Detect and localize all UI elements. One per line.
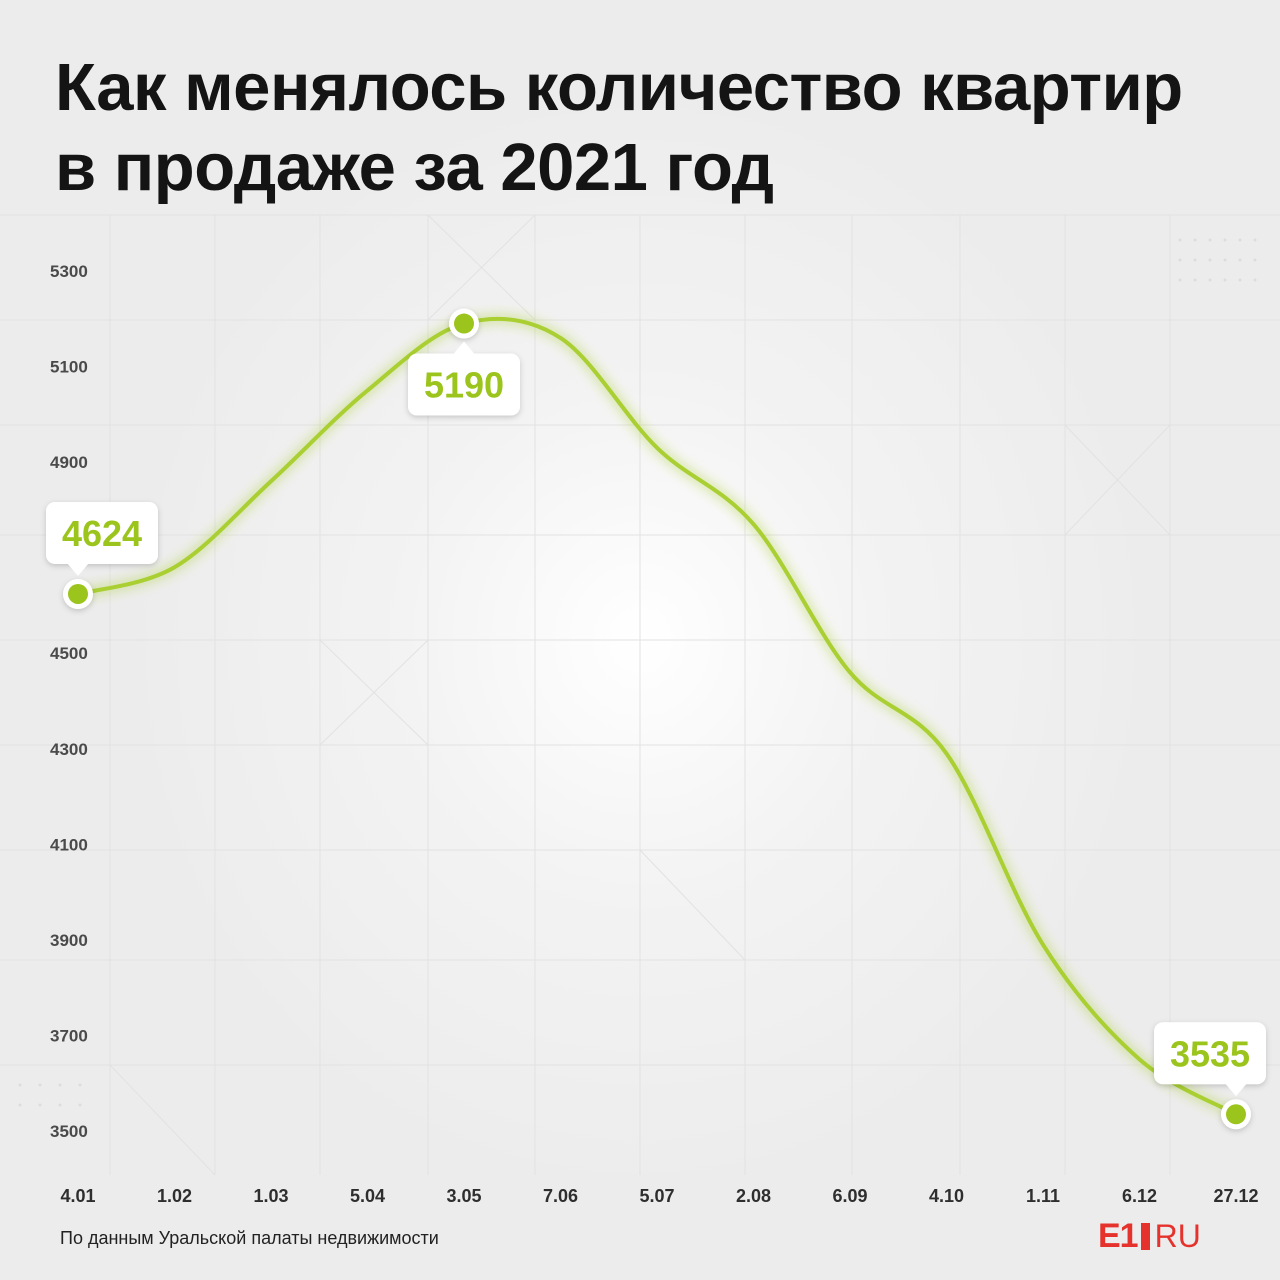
data-point-marker [1226, 1104, 1246, 1125]
y-tick-label: 5300 [50, 262, 88, 281]
x-tick-label: 7.06 [543, 1186, 578, 1206]
y-tick-label: 4900 [50, 453, 88, 472]
y-tick-label: 3500 [50, 1122, 88, 1141]
x-tick-label: 1.03 [253, 1186, 288, 1206]
source-note: По данным Уральской палаты недвижимости [60, 1228, 439, 1248]
value-callout-text: 3535 [1170, 1033, 1250, 1074]
x-tick-label: 5.07 [639, 1186, 674, 1206]
logo-bar [1140, 1222, 1150, 1250]
data-markers [63, 308, 1251, 1130]
x-axis-ticks: 4.01 1.02 1.03 5.04 3.05 7.06 5.07 2.08 6.09 4.10… [60, 1186, 1258, 1206]
y-axis-ticks: 5300510049004700450043004100390037003500 [50, 262, 88, 1141]
data-point-marker [68, 583, 88, 604]
value-callout: 3535 [1154, 1022, 1266, 1097]
logo-e1-text: E1 [1098, 1217, 1139, 1255]
x-tick-label: 1.02 [157, 1186, 192, 1206]
series-line [76, 316, 1238, 1117]
data-point-marker [454, 313, 474, 334]
x-tick-label: 6.09 [832, 1186, 867, 1206]
e1-ru-logo[interactable]: E1 RU [1098, 1218, 1201, 1254]
y-tick-label: 4300 [50, 740, 88, 759]
logo-ru-text: RU [1154, 1218, 1201, 1254]
x-tick-label: 4.01 [60, 1186, 95, 1206]
value-callouts: 4624 5190 3535 [46, 341, 1266, 1097]
value-callout-text: 5190 [424, 365, 504, 406]
x-tick-label: 1.11 [1026, 1186, 1060, 1206]
chart-title: Как менялось количество квартир в продаж… [55, 48, 1235, 208]
x-tick-label: 3.05 [446, 1186, 481, 1206]
value-callout: 4624 [46, 501, 158, 576]
x-tick-label: 27.12 [1213, 1186, 1258, 1206]
x-tick-label: 5.04 [350, 1186, 385, 1206]
y-tick-label: 3700 [50, 1026, 88, 1045]
y-tick-label: 4500 [50, 644, 88, 663]
chart-title-line-1: Как менялось количество квартир [55, 50, 1183, 125]
x-tick-label: 4.10 [929, 1186, 964, 1206]
value-callout-text: 4624 [62, 513, 142, 554]
y-tick-label: 5100 [50, 358, 88, 377]
y-tick-label: 4100 [50, 835, 88, 854]
x-tick-label: 2.08 [736, 1186, 771, 1206]
chart-title-line-2: в продаже за 2021 год [55, 130, 774, 205]
y-tick-label: 3900 [50, 931, 88, 950]
value-callout: 5190 [408, 341, 520, 416]
x-tick-label: 6.12 [1122, 1186, 1157, 1206]
